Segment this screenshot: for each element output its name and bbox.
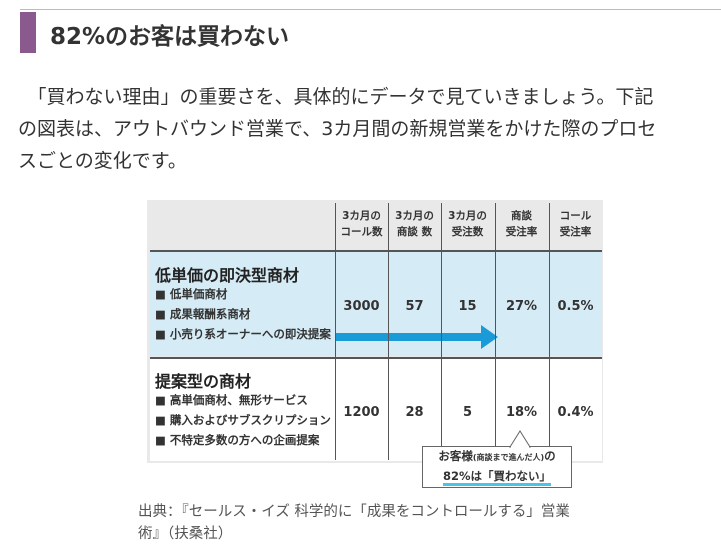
paragraph-line: スごとの変化です。 — [18, 150, 187, 172]
table-cell: 15 — [458, 299, 477, 314]
caption-line: 出典：『セールス・イズ 科学的に「成果をコントロールする」営業 — [138, 504, 570, 520]
row-item: ■ 高単価商材、無形サービス — [155, 393, 308, 407]
header-line: 受注率 — [559, 226, 592, 238]
row-item: ■ 成果報酬系商材 — [155, 307, 251, 321]
row-item: ■ 不特定多数の方への企画提案 — [155, 433, 320, 447]
callout-emphasis: 82%は「買わない」 — [442, 469, 552, 486]
row-item: ■ 小売り系オーナーへの即決提案 — [155, 327, 331, 341]
column-header: 3カ月のコール数 — [335, 208, 388, 240]
table-cell: 0.5% — [557, 299, 594, 314]
header-line: コール — [559, 210, 592, 222]
paragraph-line: の図表は、アウトバウンド営業で、3カ月間の新規営業をかけた際のプロセ — [18, 118, 657, 140]
column-header: 3カ月の受注数 — [441, 208, 494, 240]
column-header: 商談 受注率 — [495, 208, 548, 240]
callout-text: お客様 — [438, 449, 473, 463]
callout-text: の — [544, 449, 556, 463]
header-line: 商談 数 — [396, 226, 433, 238]
table-cell: 57 — [405, 299, 424, 314]
header-line: 受注数 — [451, 226, 484, 238]
rule — [20, 9, 721, 10]
row-item: ■ 低単価商材 — [155, 287, 228, 301]
heading: 82%のお客は買わない — [50, 24, 290, 50]
header-line: 商談 — [511, 210, 532, 222]
row-title: 低単価の即決型商材 — [155, 266, 300, 285]
table-cell: 1200 — [343, 405, 380, 420]
callout-pointer — [509, 430, 531, 448]
header-line: 3カ月の — [395, 210, 434, 222]
paragraph-line: 「買わない理由」の重要さを、具体的にデータで見ていきましょう。下記 — [18, 86, 654, 108]
arrow — [335, 325, 498, 349]
row-item: ■ 購入およびサブスクリプション — [155, 413, 331, 427]
heading-bar — [20, 12, 36, 53]
table-figure: 3カ月の コール数 3カ月の 商談 数 3カ月の 受注数 商談 受注率 コール 受注率 低単価の即決… — [147, 200, 603, 463]
callout: お客様(商談まで進んだ人)の 82%は「買わない」 — [422, 446, 572, 488]
table-cell: 18% — [505, 405, 538, 420]
header-line: コール数 — [340, 226, 383, 238]
callout-note: (商談まで進んだ人) — [472, 453, 545, 462]
column-line — [441, 203, 442, 460]
table-cell: 0.4% — [557, 405, 594, 420]
column-line — [549, 203, 550, 460]
column-header: コール 受注率 — [549, 208, 602, 240]
row-title: 提案型の商材 — [155, 372, 252, 391]
table-cell: 5 — [462, 405, 473, 420]
header-line: 3カ月の — [448, 210, 487, 222]
caption-line: 術』（扶桑社） — [138, 526, 233, 542]
header-line: 受注率 — [505, 226, 538, 238]
table-cell: 27% — [505, 299, 538, 314]
column-line — [335, 203, 336, 460]
column-header: 3カ月の商談 数 — [388, 208, 441, 240]
table-cell: 28 — [405, 405, 424, 420]
column-line — [495, 203, 496, 460]
table-cell: 3000 — [343, 299, 380, 314]
column-line — [388, 203, 389, 460]
header-line: 3カ月の — [342, 210, 381, 222]
